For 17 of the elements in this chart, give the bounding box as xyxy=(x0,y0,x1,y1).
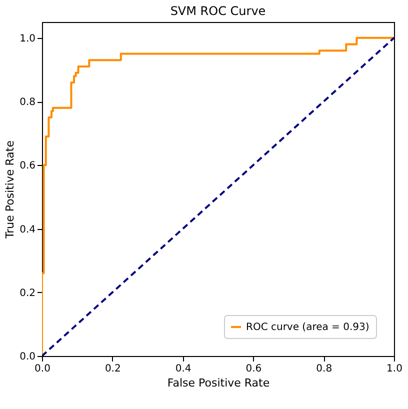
x-axis-title: False Positive Rate xyxy=(167,376,270,390)
y-tick-label: 0.4 xyxy=(20,224,36,236)
x-tick-label: 0.2 xyxy=(104,364,121,374)
y-tick-label: 1.0 xyxy=(20,33,36,44)
legend-label: ROC curve (area = 0.93) xyxy=(246,322,370,333)
y-axis-title: True Positive Rate xyxy=(4,140,17,240)
y-tick-label: 0.8 xyxy=(20,97,36,108)
y-tick-label: 0.6 xyxy=(20,160,36,172)
x-tick-label: 0.0 xyxy=(34,364,50,374)
x-tick-label: 0.4 xyxy=(175,364,192,374)
y-tick-label: 0.0 xyxy=(20,352,36,362)
line-series xyxy=(42,36,394,356)
chart-title: SVM ROC Curve xyxy=(170,4,266,18)
x-tick-label: 0.8 xyxy=(316,364,332,374)
x-tick-label: 1.0 xyxy=(386,364,402,374)
x-tick-label: 0.6 xyxy=(246,364,262,374)
y-tick-label: 0.2 xyxy=(20,288,36,299)
